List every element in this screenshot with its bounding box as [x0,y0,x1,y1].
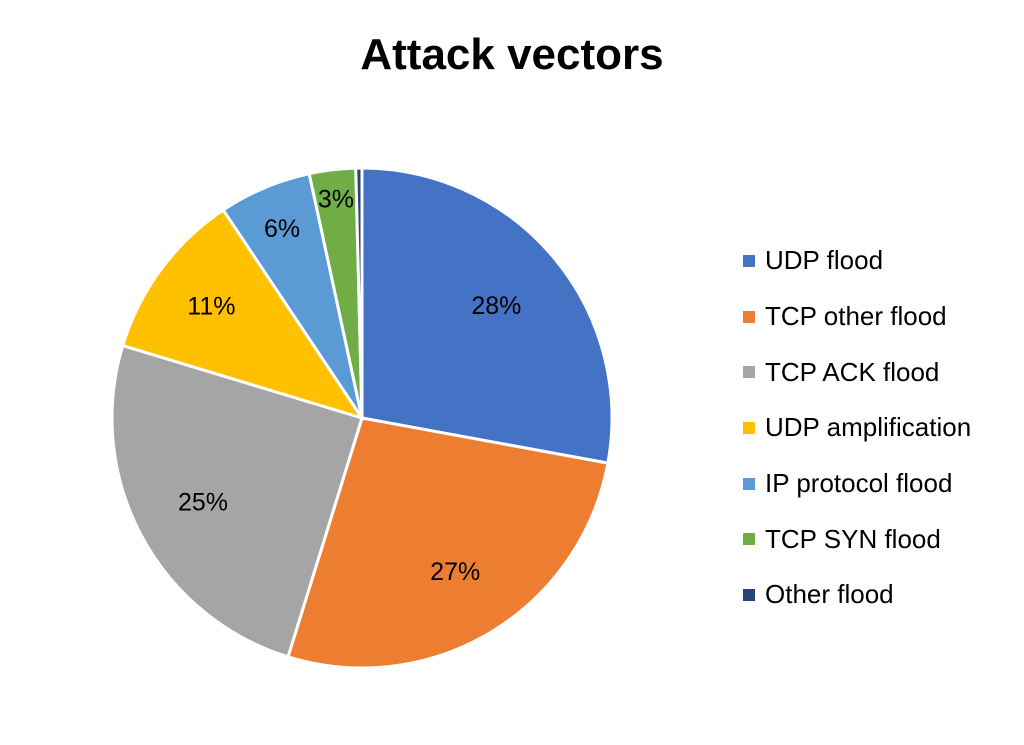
legend-item-other-flood: Other flood [743,567,971,623]
legend-swatch [743,421,755,434]
slice-labels: 28% 27% 25% 11% 6% 3% [178,186,521,586]
legend-label: IP protocol flood [765,468,953,499]
slice-label-udp-flood: 28% [471,292,521,320]
pie-slice-udp-amplification [120,207,366,421]
legend-item-tcp-syn-flood: TCP SYN flood [743,511,971,567]
legend-item-udp-flood: UDP flood [743,233,971,289]
pie-slice-other-flood [354,166,364,419]
legend-swatch [743,366,755,379]
slice-label-udp-amplification: 11% [187,292,235,320]
slice-label-tcp-ack-flood: 25% [178,488,228,516]
legend-swatch [743,533,755,546]
legend-item-tcp-ack-flood: TCP ACK flood [743,344,971,400]
pie-slice-tcp-ack-flood [110,343,364,659]
legend: UDP flood TCP other flood TCP ACK flood UDP… [743,233,971,623]
pie-slice-udp-flood [360,166,614,465]
legend-item-udp-amplification: UDP amplification [743,400,971,456]
pie-slices [110,166,614,670]
legend-swatch [743,310,755,323]
legend-label: UDP flood [765,245,884,276]
legend-item-tcp-other-flood: TCP other flood [743,289,971,345]
slice-label-ip-protocol-flood: 6% [264,215,300,243]
legend-label: TCP other flood [765,301,947,332]
slice-label-tcp-syn-flood: 3% [318,186,354,214]
slice-label-tcp-other-flood: 27% [430,558,480,586]
pie-slice-tcp-other-flood [286,416,610,670]
legend-label: TCP ACK flood [765,356,940,387]
legend-swatch [743,588,755,601]
legend-item-ip-protocol-flood: IP protocol flood [743,456,971,512]
chart-title: Attack vectors [360,30,664,79]
legend-label: UDP amplification [765,412,972,443]
legend-label: Other flood [765,579,894,610]
legend-swatch [743,477,755,490]
legend-label: TCP SYN flood [765,523,941,554]
legend-swatch [743,254,755,267]
